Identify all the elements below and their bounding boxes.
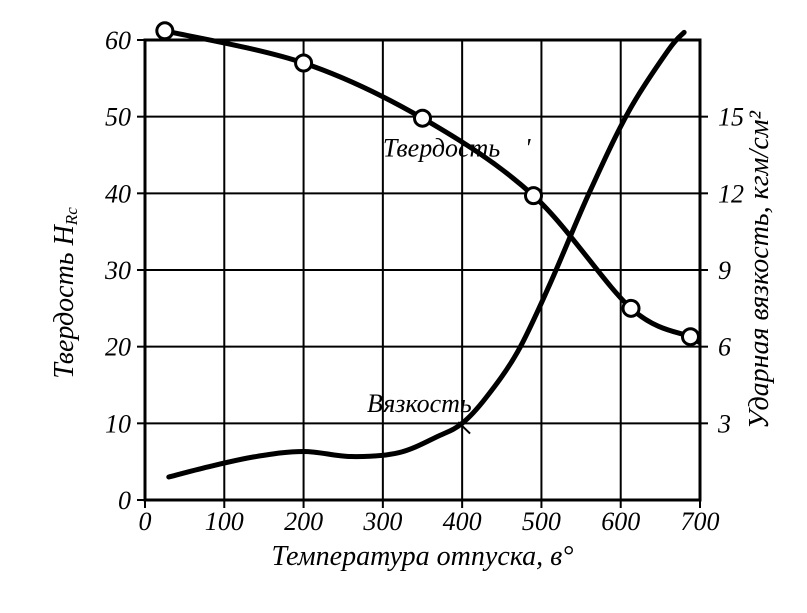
y-left-tick-label: 20	[105, 333, 131, 362]
y-left-axis-title: Твердость HRc	[49, 207, 81, 379]
y-left-tick-label: 50	[105, 103, 131, 132]
y-left-tick-label: 40	[105, 179, 131, 208]
x-tick-label: 500	[522, 507, 561, 536]
x-tick-label: 100	[205, 507, 244, 536]
chart-svg: 0 100 200 300 400 500 600 700 0 10 20 30 40 50 60 3 6 9 12…	[0, 0, 807, 613]
hardness-marker	[682, 329, 698, 345]
hardness-marker	[623, 300, 639, 316]
y-right-tick-label: 6	[718, 333, 731, 362]
hardness-marker	[415, 110, 431, 126]
y-right-tick-label: 9	[718, 256, 731, 285]
x-tick-label: 200	[284, 507, 323, 536]
x-tick-label: 700	[681, 507, 720, 536]
y-left-tick-label: 60	[105, 26, 131, 55]
y-left-tick-label: 10	[105, 409, 131, 438]
y-right-tick-label: 12	[718, 179, 744, 208]
y-left-tick-label: 0	[118, 486, 131, 515]
y-right-axis-title: Ударная вязкость, кгм/см²	[744, 110, 775, 429]
hardness-marker	[157, 23, 173, 39]
hardness-label: Твердость	[383, 134, 500, 163]
hardness-marker	[296, 55, 312, 71]
y-left-tick-label: 30	[104, 256, 131, 285]
x-tick-label: 0	[139, 507, 152, 536]
y-right-tick-label: 3	[717, 409, 731, 438]
x-axis-title: Температура отпуска, в°	[272, 541, 574, 572]
hardness-marker	[526, 188, 542, 204]
tempering-chart: 0 100 200 300 400 500 600 700 0 10 20 30 40 50 60 3 6 9 12…	[0, 0, 807, 613]
toughness-label: Вязкость	[367, 389, 472, 418]
x-tick-label: 400	[443, 507, 482, 536]
y-right-tick-label: 15	[718, 103, 744, 132]
x-tick-label: 600	[601, 507, 640, 536]
hardness-label-mark: '	[525, 134, 531, 163]
x-tick-label: 300	[362, 507, 402, 536]
